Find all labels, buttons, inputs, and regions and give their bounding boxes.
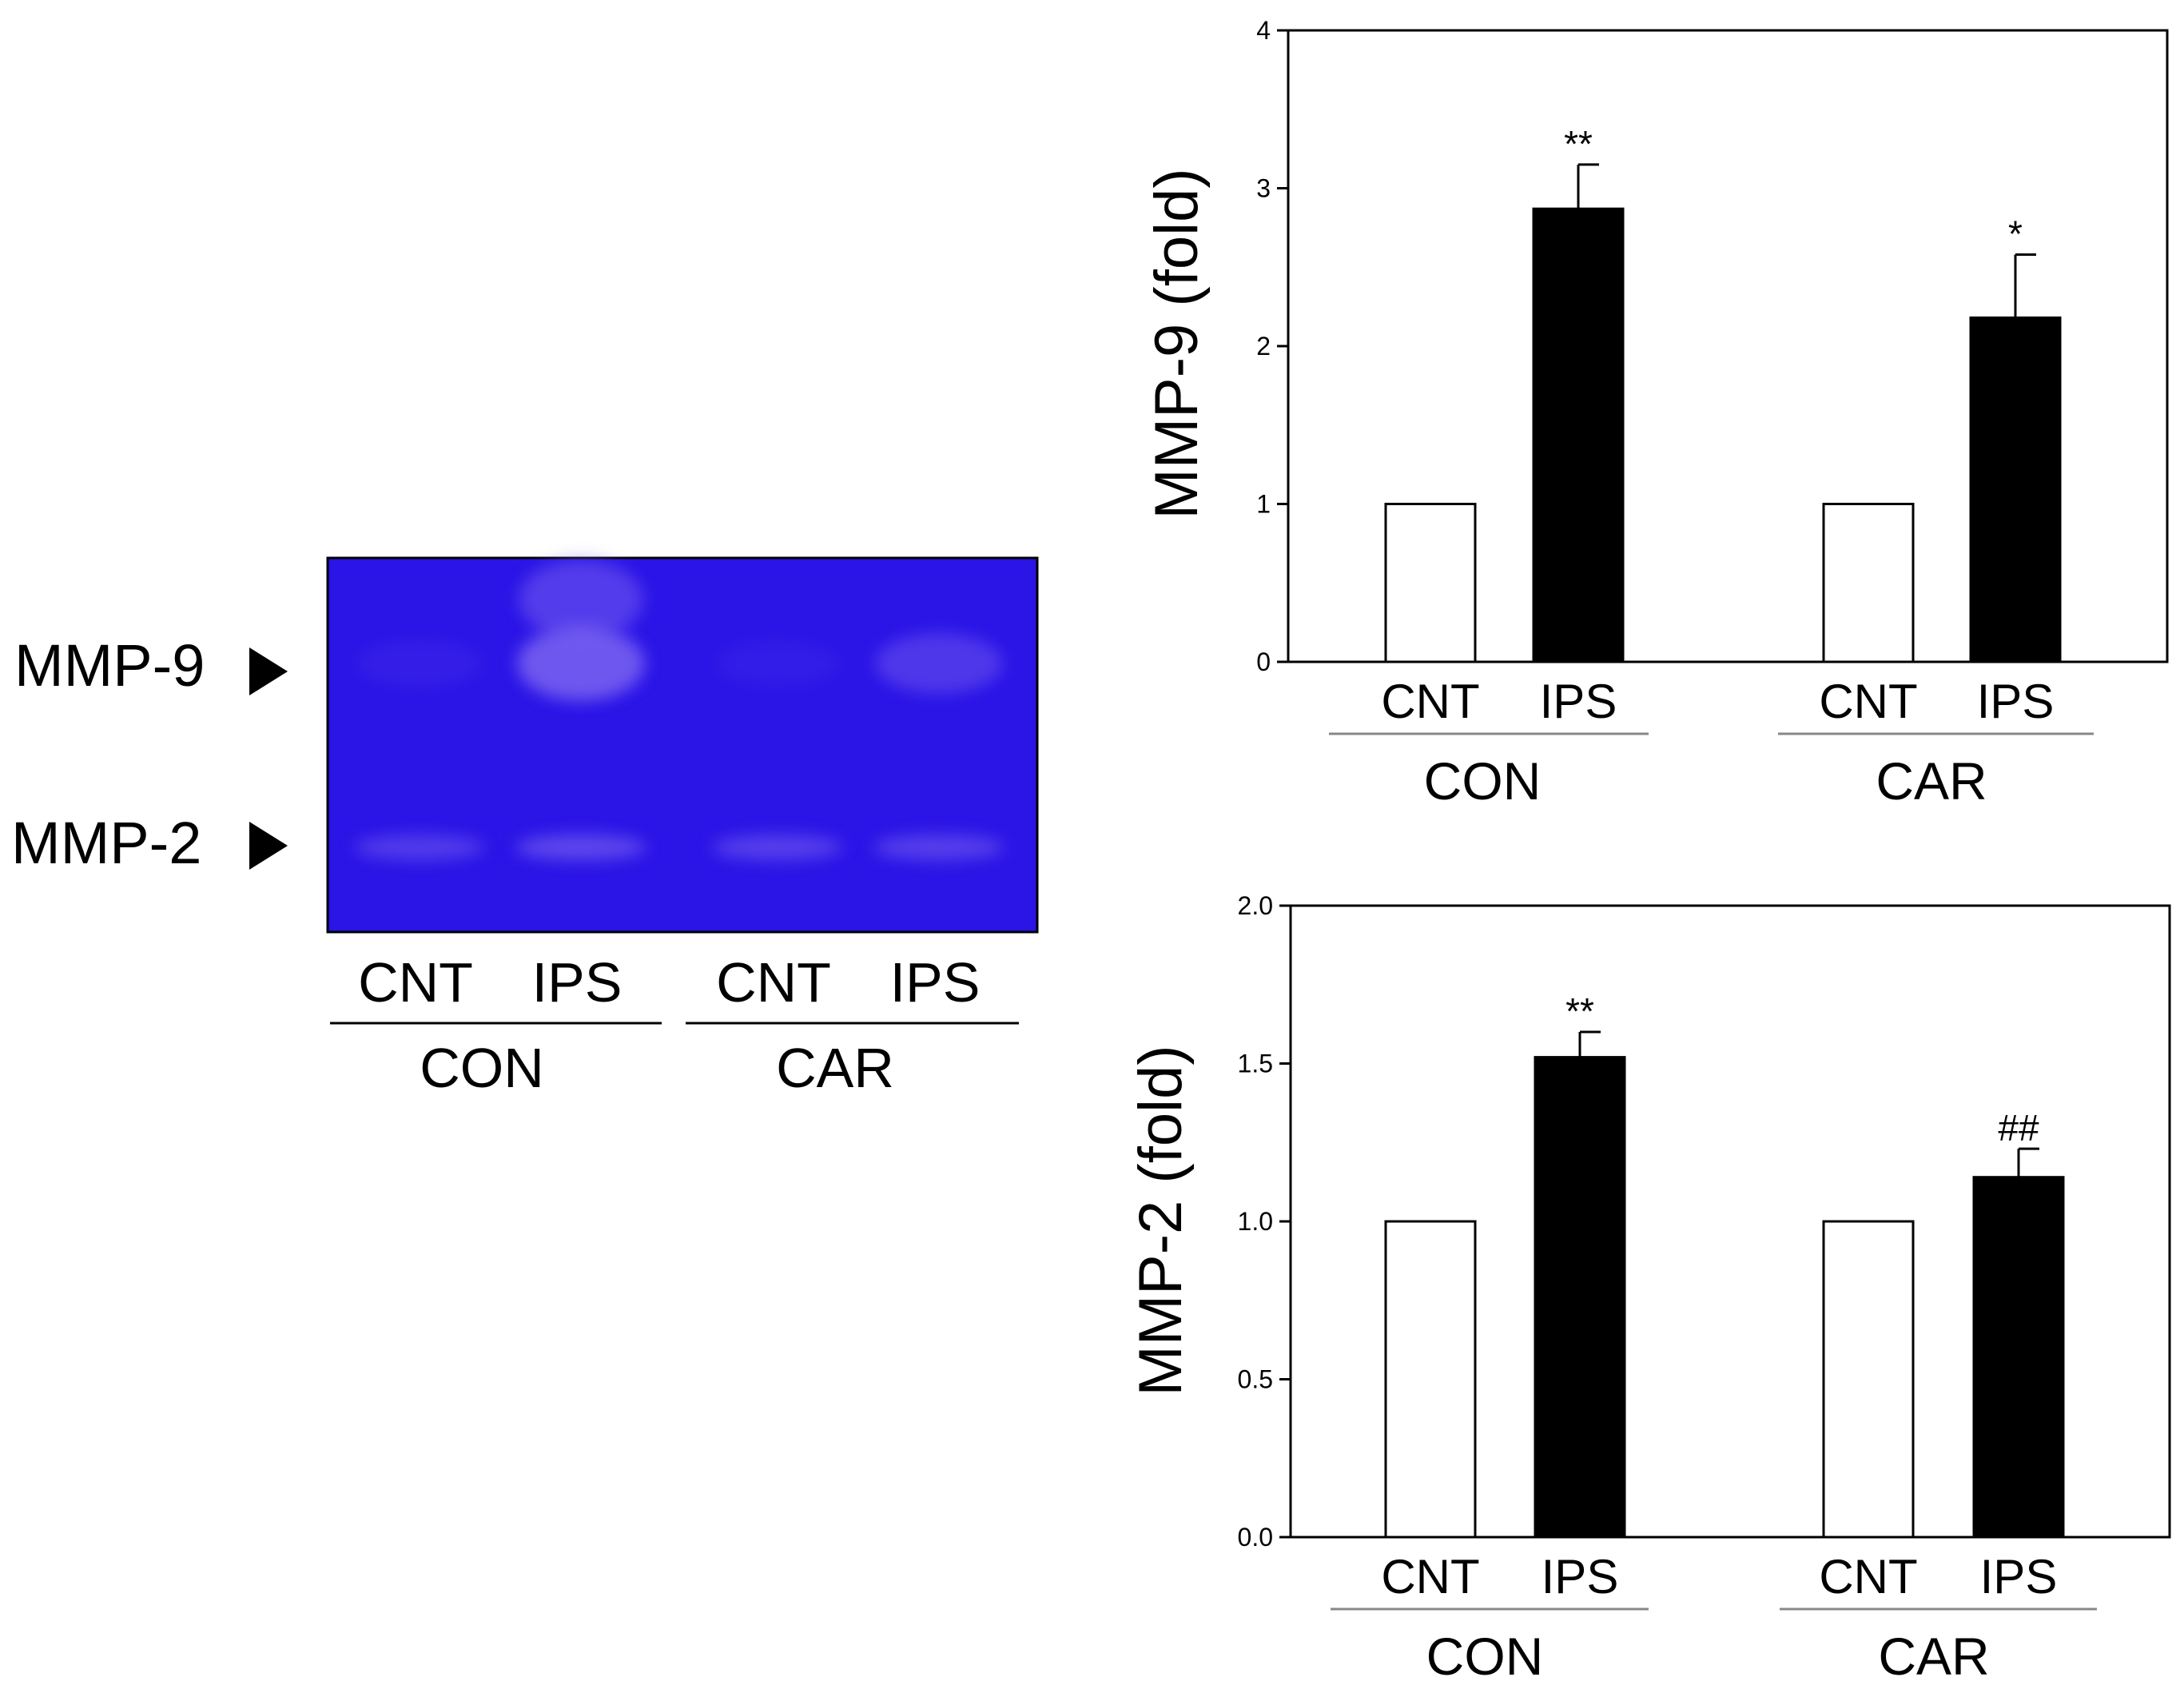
mmp2-band-label: MMP-2 (11, 810, 201, 876)
y-tick-label: 1.0 (1238, 1207, 1273, 1236)
y-tick-label: 3 (1256, 174, 1271, 203)
mmp2-band (515, 835, 646, 860)
x-tick-label: CNT (1381, 1550, 1479, 1603)
y-tick-label: 1 (1256, 490, 1271, 519)
bar (1969, 316, 2062, 663)
bar (1532, 207, 1625, 663)
mmp9-band (517, 626, 645, 701)
gel-lane-label: CNT (716, 951, 831, 1014)
gel-group-label: CON (420, 1037, 544, 1099)
bar (1384, 1220, 1477, 1539)
gel-image (326, 556, 1039, 934)
mmp2-bar-chart: ** ## 0.0 0.5 1.0 1.5 2.0 MMP-2 (fold) CNT IP… (1127, 891, 2171, 1686)
significance-label: ** (1565, 990, 1594, 1032)
bar (1822, 1220, 1915, 1539)
y-tick-label: 0 (1256, 647, 1271, 676)
mmp9-band (714, 639, 841, 688)
y-axis-title: MMP-9 (fold) (1143, 168, 1211, 519)
y-tick-label: 0.5 (1238, 1365, 1273, 1394)
y-tick-label: 0.0 (1238, 1523, 1273, 1552)
x-tick-label: CNT (1819, 675, 1917, 728)
mmp2-band (712, 835, 843, 860)
mmp2-band (354, 835, 485, 860)
x-tick-label: IPS (1540, 675, 1617, 728)
bar (1972, 1176, 2065, 1539)
gel-group-label: CAR (776, 1037, 894, 1099)
mmp9-band-smear (519, 560, 643, 639)
bar (1822, 503, 1915, 663)
mmp9-band-label: MMP-9 (14, 632, 205, 699)
x-tick-label: IPS (1977, 675, 2055, 728)
y-axis-title: MMP-2 (fold) (1127, 1045, 1195, 1396)
x-tick-label: CNT (1819, 1550, 1917, 1603)
y-tick-label: 1.5 (1238, 1050, 1273, 1078)
y-tick-label: 2 (1256, 332, 1271, 361)
group-label: CON (1424, 751, 1542, 811)
group-label: CAR (1876, 751, 1987, 811)
gel-lane-label: IPS (532, 951, 623, 1014)
y-tick-label: 4 (1256, 16, 1271, 45)
bar (1384, 503, 1477, 663)
bar (1534, 1056, 1626, 1539)
x-tick-label: IPS (1542, 1550, 1619, 1603)
x-tick-label: IPS (1980, 1550, 2058, 1603)
gel-bands (354, 560, 1004, 860)
significance-label: ## (1998, 1107, 2039, 1149)
zymography-gel-panel: MMP-9 MMP-2 CNT IPS CNT IPS CON CAR (11, 556, 1039, 1099)
mmp9-band (356, 639, 483, 688)
significance-label: * (2008, 213, 2023, 254)
group-label: CON (1426, 1627, 1544, 1686)
mmp9-arrow-icon (249, 647, 288, 695)
gel-lane-label: CNT (358, 951, 473, 1014)
significance-label: ** (1564, 123, 1593, 165)
gel-lane-label: IPS (890, 951, 981, 1014)
mmp9-band (875, 633, 1003, 694)
y-tick-label: 2.0 (1238, 891, 1273, 920)
group-label: CAR (1878, 1627, 1989, 1686)
mmp2-arrow-icon (249, 822, 288, 870)
mmp2-band (873, 835, 1004, 860)
x-tick-label: CNT (1381, 675, 1479, 728)
